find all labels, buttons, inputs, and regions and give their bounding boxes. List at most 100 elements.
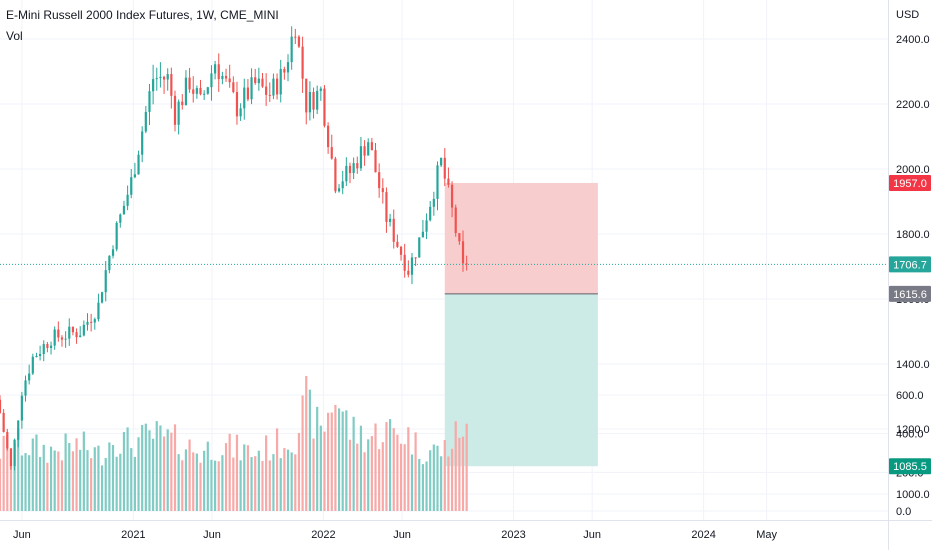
volume-bar [144, 423, 147, 511]
volume-bar [330, 412, 333, 511]
volume-bar [319, 425, 322, 511]
candle-body [312, 91, 315, 110]
volume-bar [199, 462, 202, 511]
volume-bar [93, 447, 96, 511]
candle-body [396, 241, 399, 247]
volume-bar [359, 425, 363, 511]
volume-bar [79, 449, 82, 511]
position-tool[interactable] [444, 182, 598, 467]
candle-body [308, 91, 311, 113]
candle-body [71, 326, 75, 333]
candle-body [257, 78, 260, 84]
volume-bar [148, 430, 151, 511]
candle-body [46, 344, 49, 348]
candle-body [126, 194, 129, 206]
volume-bar [290, 452, 293, 511]
volume-bar [297, 433, 301, 511]
candle-body [254, 77, 257, 84]
candle-body [221, 75, 224, 80]
candle-body [24, 380, 27, 396]
volume-tick-label: 0.0 [896, 506, 911, 518]
candle-body [410, 257, 414, 275]
volume-bar [283, 448, 286, 511]
entry-price-tag-bg [889, 285, 931, 302]
candle-body [359, 146, 363, 169]
candle-body [141, 131, 144, 155]
candle-body [53, 329, 56, 346]
time-tick-label: Jun [583, 529, 601, 541]
volume-bar [388, 419, 392, 511]
candle-body [261, 78, 264, 87]
volume-bar [137, 437, 140, 511]
candle-body [115, 222, 118, 250]
volume-bar [228, 433, 231, 511]
price-tick-label: 1000.0 [896, 489, 930, 501]
candle-body [367, 142, 370, 156]
volume-label: Vol [6, 29, 23, 43]
volume-bar [414, 432, 417, 511]
volume-bar [250, 457, 253, 511]
volume-bar [162, 436, 166, 511]
volume-bar [410, 454, 414, 511]
volume-bar [239, 460, 242, 511]
time-tick-label: 2024 [691, 529, 715, 541]
candle-body [28, 373, 31, 381]
volume-bar [374, 423, 377, 511]
price-tick-label: 1200.0 [896, 424, 930, 436]
volume-bar [122, 432, 126, 511]
candle-body [272, 78, 275, 96]
candle-body [79, 335, 82, 338]
candle-body [104, 270, 107, 293]
candle-body [90, 321, 93, 323]
stop-price-tag-bg [889, 174, 931, 191]
volume-bar [108, 442, 111, 511]
volume-bar [436, 445, 439, 511]
candle-body [133, 174, 136, 178]
volume-bar [20, 455, 23, 511]
candle-body [108, 255, 111, 271]
candle-body [152, 79, 155, 92]
candle-body [188, 77, 191, 90]
candle-body [381, 188, 384, 193]
volume-bar [286, 449, 290, 511]
volume-bar [345, 410, 348, 511]
time-axis[interactable]: Jun 2021 Jun 2022 Jun 2023 Jun 2024 May [0, 520, 932, 542]
profit-target-zone [444, 293, 598, 467]
volume-bar [35, 434, 38, 511]
volume-bar [75, 438, 78, 511]
volume-bar [111, 445, 115, 511]
volume-bar [64, 433, 67, 511]
candle-body [192, 89, 195, 94]
volume-bar [257, 450, 260, 511]
candle-body [421, 231, 425, 238]
chart-title: E-Mini Russell 2000 Index Futures, 1W, C… [6, 8, 279, 22]
volume-bar [17, 428, 20, 511]
candle-body [243, 87, 246, 109]
candle-body [17, 420, 20, 440]
volume-bar [152, 438, 155, 511]
volume-bar [429, 450, 432, 511]
volume-bar [206, 441, 209, 511]
candle-body [414, 257, 417, 259]
volume-bar [53, 450, 56, 511]
candle-body [305, 78, 308, 113]
entry-price-tag: 1615.6 [893, 289, 927, 301]
volume-bar [246, 445, 250, 511]
candle-body [0, 399, 2, 413]
candle-body [224, 75, 228, 79]
candle-body [458, 233, 461, 242]
volume-bar [71, 451, 75, 511]
candle-body [374, 150, 377, 173]
volume-bar [272, 454, 275, 511]
candle-body [144, 111, 147, 132]
candle-body [301, 46, 304, 79]
volume-bar [203, 450, 206, 511]
volume-bar [195, 453, 198, 511]
volume-bar [126, 427, 129, 511]
volume-bar [243, 444, 246, 511]
candle-body [323, 88, 326, 126]
candle-body [130, 177, 133, 195]
volume-bar [130, 448, 133, 511]
volume-bar [363, 452, 366, 511]
